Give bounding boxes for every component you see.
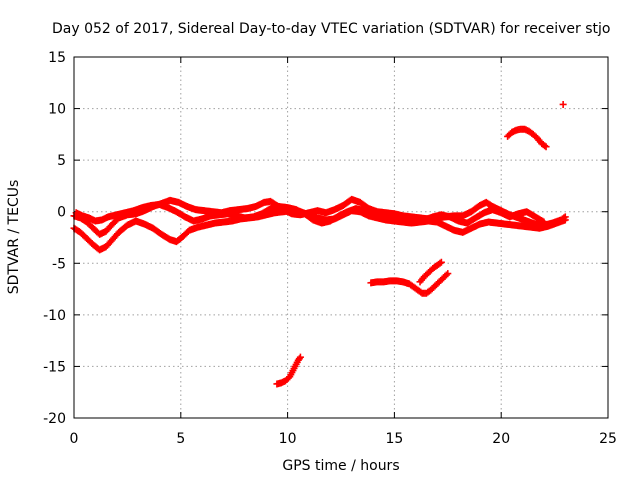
x-tick-label: 0 <box>70 431 79 447</box>
series-group <box>72 200 548 227</box>
series-group <box>416 258 445 286</box>
x-tick-label: 5 <box>176 431 185 447</box>
chart-title: Day 052 of 2017, Sidereal Day-to-day VTE… <box>52 21 610 37</box>
x-tick-label: 20 <box>492 431 510 447</box>
y-tick-label: 10 <box>48 102 66 118</box>
series-group <box>273 353 304 388</box>
data-point <box>540 218 548 226</box>
data-point <box>444 270 452 278</box>
x-axis-label: GPS time / hours <box>282 458 399 474</box>
y-axis-label: SDTVAR / TECUs <box>6 180 22 295</box>
series-group <box>367 270 452 297</box>
plot-frame <box>73 56 609 419</box>
data-point <box>559 100 567 108</box>
series-group <box>559 100 567 108</box>
y-tick-label: 15 <box>48 50 66 66</box>
y-tick-label: 0 <box>57 205 66 221</box>
axis-ticks: 0 5 10 15 20 25 -20 -15 -10 -5 0 5 10 15 <box>43 50 617 447</box>
y-tick-label: 5 <box>57 153 66 169</box>
y-tick-label: -5 <box>52 256 66 272</box>
data-point <box>442 271 450 279</box>
series-group <box>70 207 569 254</box>
data-point <box>541 142 549 150</box>
series-group <box>504 125 550 151</box>
x-tick-label: 25 <box>599 431 617 447</box>
y-tick-label: -10 <box>43 308 66 324</box>
grid <box>74 57 608 418</box>
data-point <box>437 258 445 266</box>
y-tick-label: -15 <box>43 359 66 375</box>
data-point <box>561 216 569 224</box>
x-tick-label: 10 <box>279 431 297 447</box>
data-point <box>296 353 304 361</box>
data-point <box>436 259 444 267</box>
x-tick-label: 15 <box>385 431 403 447</box>
y-tick-label: -20 <box>43 411 66 427</box>
data-point <box>542 143 550 151</box>
data-points <box>70 100 569 388</box>
